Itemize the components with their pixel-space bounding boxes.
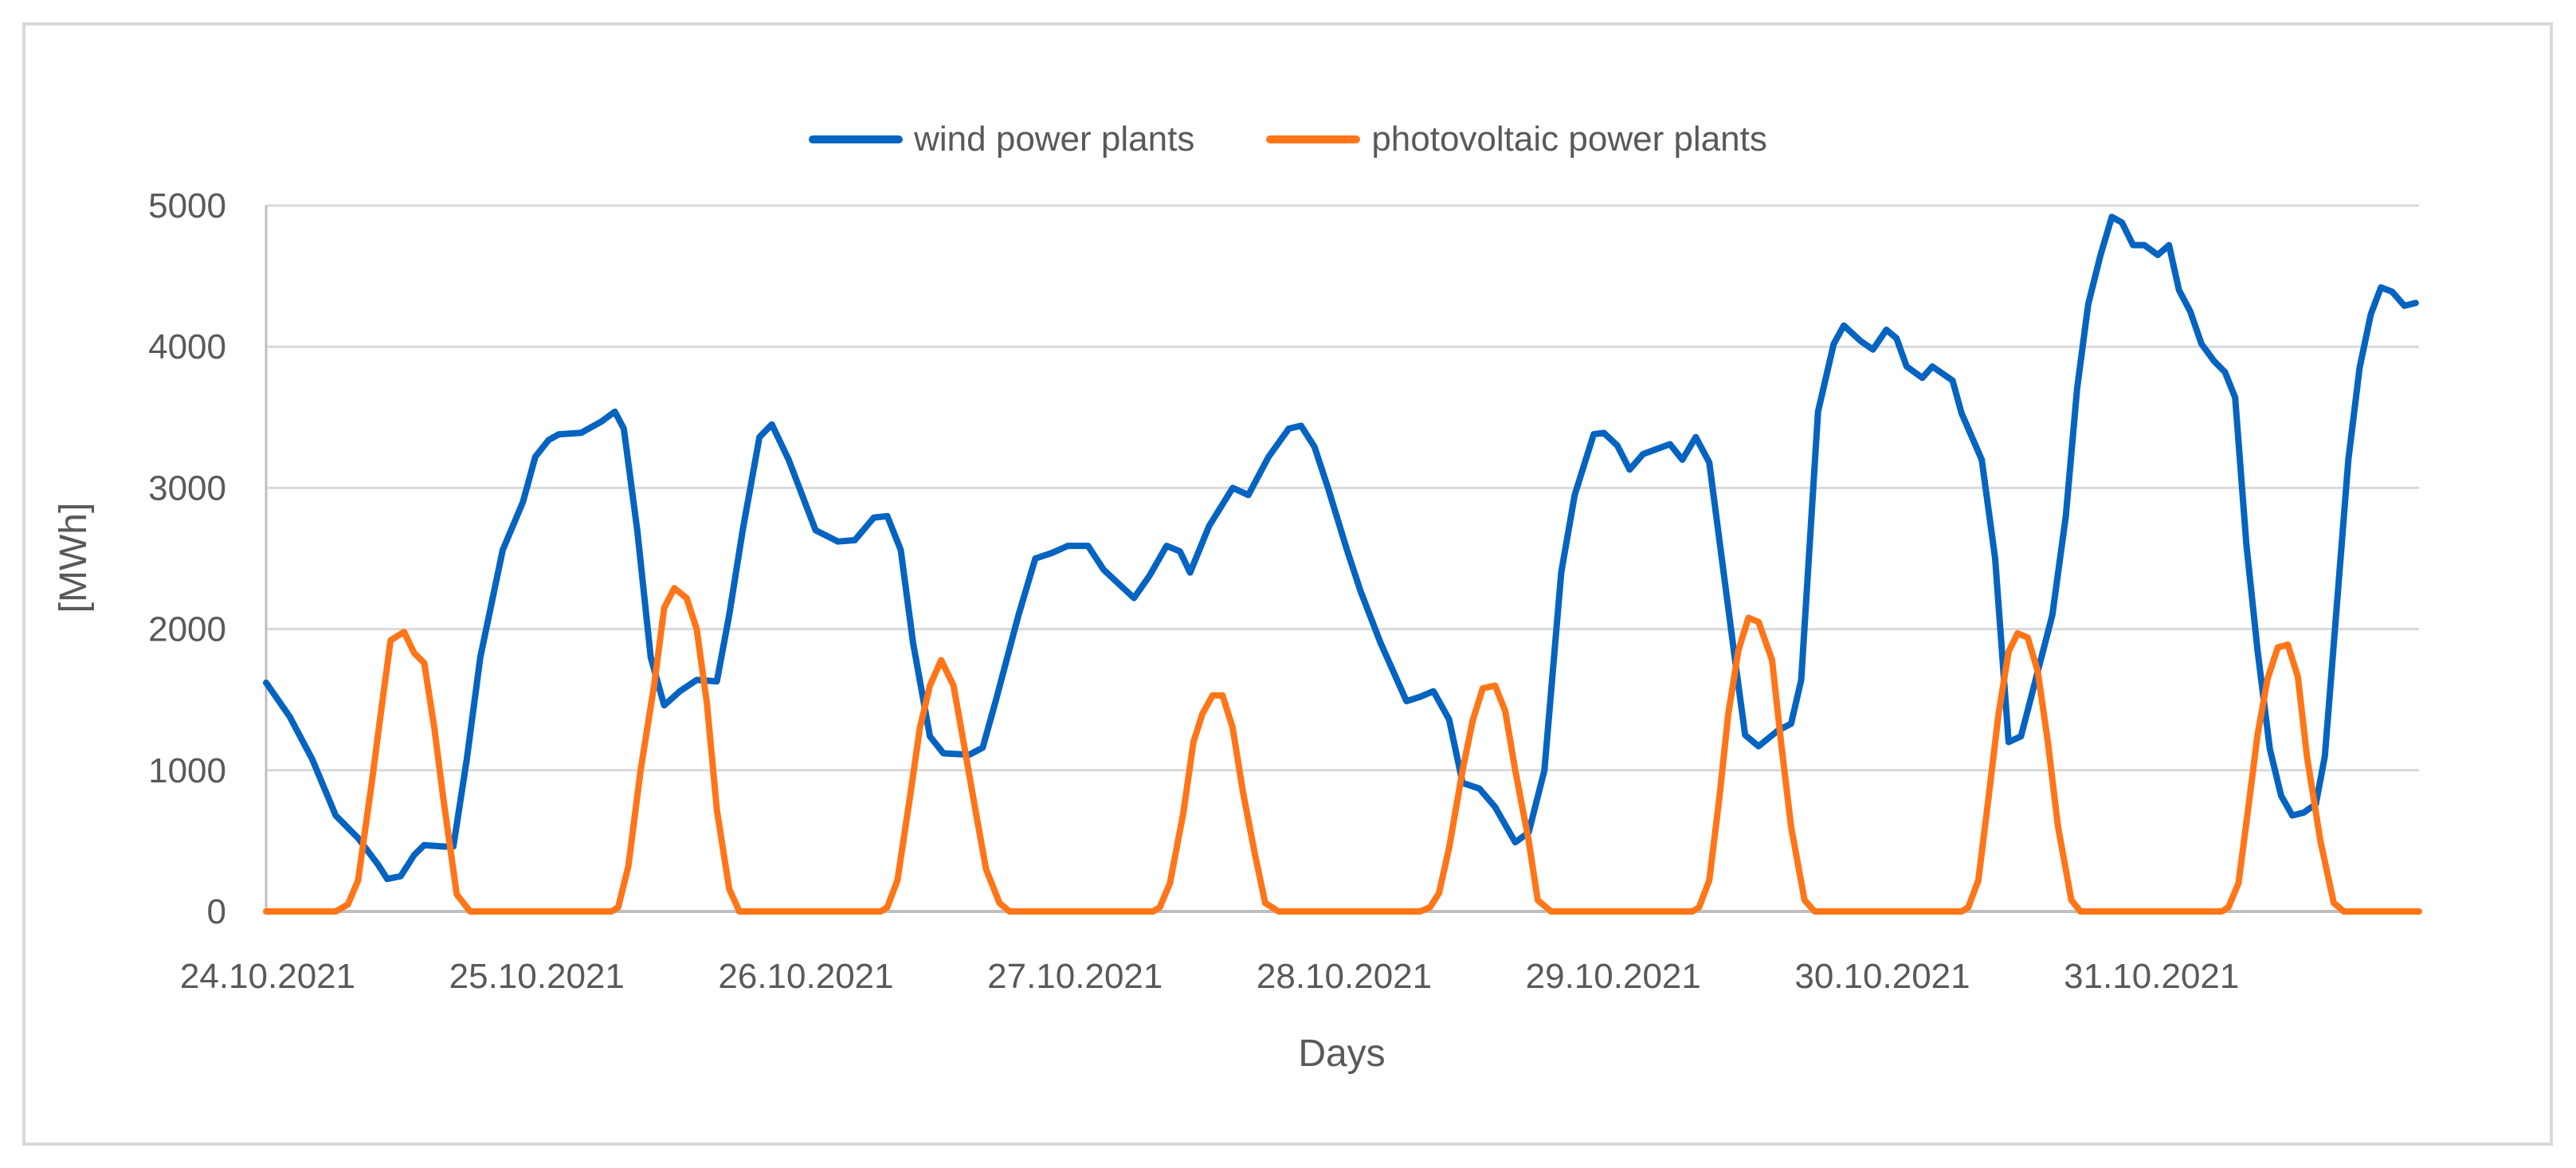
chart-legend: wind power plants photovoltaic power pla… bbox=[0, 120, 2576, 159]
x-axis-tick-labels: 24.10.2021 25.10.2021 26.10.2021 27.10.2021… bbox=[180, 957, 2239, 996]
x-axis-title: Days bbox=[1298, 1033, 1385, 1075]
gridlines bbox=[266, 204, 2419, 913]
legend-item-photovoltaic: photovoltaic power plants bbox=[1266, 120, 1767, 159]
y-tick-label: 5000 bbox=[148, 186, 226, 225]
data-series bbox=[263, 214, 2422, 915]
y-axis-tick-labels: 0 1000 2000 3000 4000 5000 bbox=[148, 186, 226, 931]
x-tick-label: 31.10.2021 bbox=[2064, 957, 2239, 996]
legend-label-wind: wind power plants bbox=[914, 120, 1195, 159]
x-tick-label: 30.10.2021 bbox=[1794, 957, 1970, 996]
x-tick-label: 25.10.2021 bbox=[449, 957, 625, 996]
legend-item-wind: wind power plants bbox=[809, 120, 1194, 159]
legend-label-photovoltaic: photovoltaic power plants bbox=[1371, 120, 1767, 159]
y-tick-label: 1000 bbox=[148, 751, 226, 790]
y-tick-label: 4000 bbox=[148, 327, 226, 366]
x-tick-label: 24.10.2021 bbox=[180, 957, 355, 996]
y-tick-label: 0 bbox=[207, 892, 226, 931]
series-line-photovoltaic bbox=[263, 585, 2422, 915]
y-tick-label: 2000 bbox=[148, 610, 226, 649]
legend-swatch-wind-icon bbox=[809, 135, 904, 143]
series-line-wind bbox=[263, 214, 2419, 883]
x-tick-label: 26.10.2021 bbox=[718, 957, 893, 996]
chart-frame bbox=[22, 22, 2553, 1146]
x-tick-label: 29.10.2021 bbox=[1526, 957, 1701, 996]
legend-swatch-photovoltaic-icon bbox=[1266, 135, 1361, 143]
x-tick-label: 27.10.2021 bbox=[987, 957, 1163, 996]
y-axis-title: [MWh] bbox=[53, 503, 95, 613]
x-tick-label: 28.10.2021 bbox=[1257, 957, 1432, 996]
y-tick-label: 3000 bbox=[148, 468, 226, 508]
